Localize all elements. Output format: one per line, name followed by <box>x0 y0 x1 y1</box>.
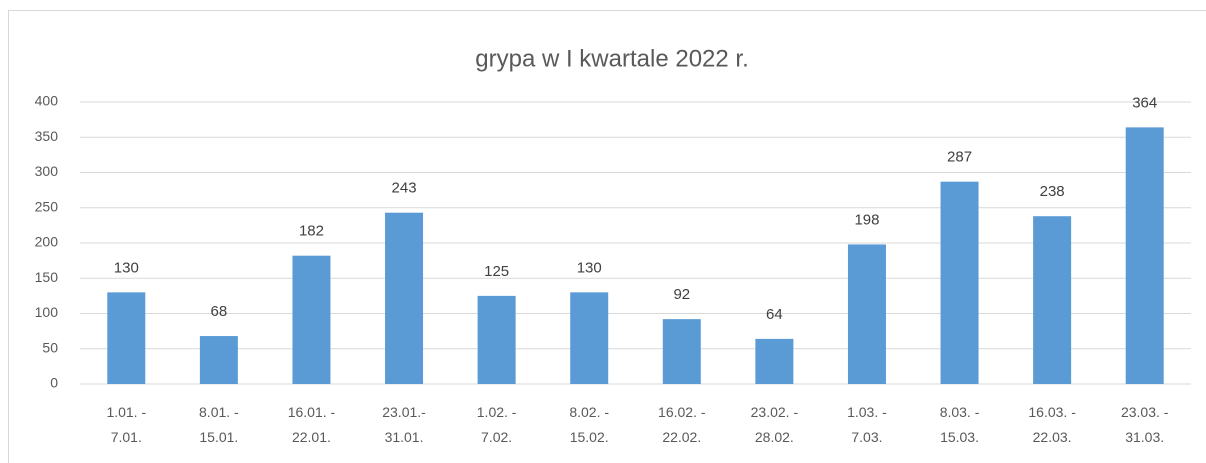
x-tick-label: 16.01. - 22.01. <box>287 404 336 445</box>
value-label: 198 <box>854 211 879 228</box>
value-label: 182 <box>299 223 324 240</box>
x-tick-label: 16.03. - 22.03. <box>1028 404 1076 445</box>
x-tick-label: 8.03. - 15.03. <box>939 404 980 445</box>
value-label: 243 <box>392 180 417 197</box>
bar <box>1033 216 1072 384</box>
value-label: 92 <box>673 286 690 303</box>
bar <box>662 319 701 384</box>
bar <box>107 292 146 384</box>
y-tick-label: 300 <box>35 163 59 179</box>
x-tick-label: 1.02. - 7.02. <box>476 404 517 445</box>
value-label: 68 <box>211 303 228 320</box>
y-tick-label: 100 <box>35 304 59 320</box>
bar <box>570 292 609 384</box>
y-tick-label: 400 <box>35 93 59 109</box>
bar <box>847 244 886 384</box>
bar <box>1125 127 1164 384</box>
y-tick-label: 0 <box>50 375 58 391</box>
chart-border <box>8 10 1206 463</box>
x-tick-label: 16.02. - 22.02. <box>658 404 706 445</box>
bar <box>755 338 794 384</box>
x-tick-label: 23.03. - 31.03. <box>1120 404 1169 445</box>
y-tick-label: 350 <box>35 128 59 144</box>
y-tick-label: 50 <box>42 339 58 355</box>
value-label: 64 <box>766 306 783 323</box>
bar <box>940 181 979 384</box>
x-tick-label: 8.01. - 15.01. <box>199 404 239 445</box>
y-tick-label: 250 <box>35 198 59 214</box>
value-label: 125 <box>484 263 509 280</box>
bar <box>199 336 238 384</box>
x-tick-label: 1.03. - 7.03. <box>847 404 887 445</box>
x-tick-label: 8.02. - 15.02. <box>569 404 610 445</box>
value-label: 130 <box>114 259 139 276</box>
y-tick-label: 200 <box>35 234 59 250</box>
value-label: 238 <box>1040 183 1065 200</box>
x-tick-label: 23.01.- 31.01. <box>382 404 426 445</box>
chart-title: grypa w I kwartale 2022 r. <box>475 45 748 72</box>
value-label: 287 <box>947 149 972 166</box>
x-tick-label: 23.02. - 28.02. <box>750 404 799 445</box>
bar <box>385 212 424 384</box>
y-tick-label: 150 <box>35 269 59 285</box>
value-label: 364 <box>1132 94 1157 111</box>
bar <box>292 255 331 384</box>
bar <box>477 295 516 384</box>
x-tick-label: 1.01. - 7.01. <box>106 404 147 445</box>
value-label: 130 <box>577 259 602 276</box>
